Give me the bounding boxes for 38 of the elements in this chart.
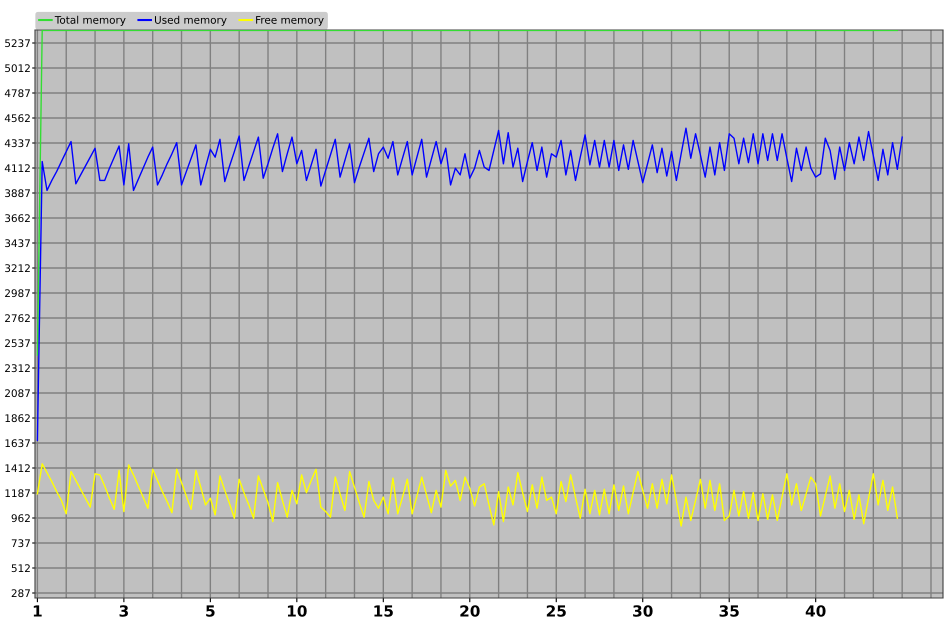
y-tick-label: 4787 xyxy=(4,89,30,98)
x-tick-label: 25 xyxy=(546,605,566,617)
x-tick-label: 20 xyxy=(460,605,480,617)
y-tick-label: 2987 xyxy=(5,289,30,298)
y-tick-label: 5237 xyxy=(5,39,30,48)
x-tick-label: 3 xyxy=(120,605,128,617)
y-tick-label: 287 xyxy=(12,589,30,598)
y-tick-label: 3437 xyxy=(5,239,30,248)
y-tick-label: 1187 xyxy=(5,489,30,498)
y-tick-label: 962 xyxy=(12,514,30,522)
y-tick-label: 4562 xyxy=(4,114,30,122)
x-tick-label: 10 xyxy=(288,605,307,617)
line-series xyxy=(36,463,898,527)
y-tick-label: 4337 xyxy=(4,139,30,148)
y-tick-label: 2537 xyxy=(5,339,30,348)
x-tick-label: 1 xyxy=(34,605,42,617)
x-tick-label: 5 xyxy=(206,605,215,617)
y-tick-label: 737 xyxy=(12,539,30,548)
y-tick-label: 1862 xyxy=(5,414,30,422)
x-tick-label: 15 xyxy=(374,605,393,617)
line-series xyxy=(36,128,903,442)
legend-label: Free memory xyxy=(256,16,324,26)
legend-label: Total memory xyxy=(54,16,126,26)
y-tick-label: 512 xyxy=(12,564,30,572)
y-tick-label: 4112 xyxy=(4,164,30,172)
x-tick-label: 35 xyxy=(720,605,739,617)
y-tick-label: 2087 xyxy=(5,389,30,398)
legend-label: Used memory xyxy=(154,16,227,26)
x-tick-label: 40 xyxy=(806,605,826,617)
y-tick-label: 1412 xyxy=(5,464,30,472)
y-tick-label: 3662 xyxy=(5,214,30,222)
y-tick-label: 3887 xyxy=(5,189,30,198)
y-tick-label: 1637 xyxy=(5,439,30,448)
x-tick-label: 30 xyxy=(633,605,653,617)
y-tick-label: 2762 xyxy=(5,314,30,322)
y-tick-label: 2312 xyxy=(5,364,30,372)
y-tick-label: 3212 xyxy=(5,264,30,272)
y-tick-label: 5012 xyxy=(5,64,30,72)
